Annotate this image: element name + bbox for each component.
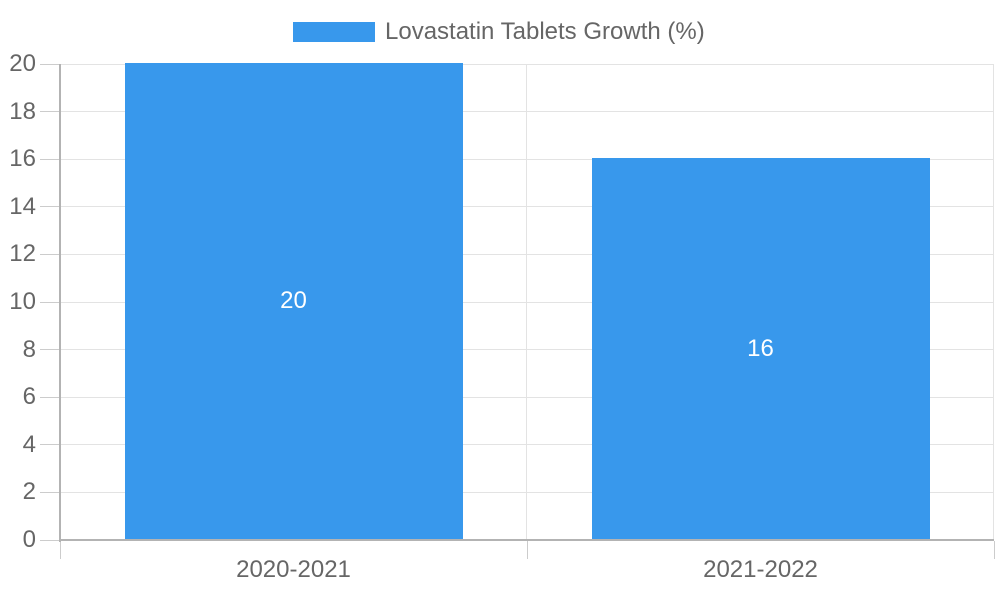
y-axis-label-2: 2 bbox=[22, 478, 36, 506]
x-tick-2 bbox=[993, 541, 995, 559]
y-axis-label-8: 8 bbox=[22, 335, 36, 363]
y-axis-label-18: 18 bbox=[9, 97, 36, 125]
x-axis-label-2021-2022: 2021-2022 bbox=[703, 556, 818, 583]
gridline-y-12 bbox=[60, 253, 994, 255]
y-tick-20 bbox=[40, 63, 60, 65]
gridline-x-1 bbox=[526, 64, 527, 540]
gridline-y-10 bbox=[60, 301, 994, 303]
y-axis-label-0: 0 bbox=[22, 526, 36, 553]
y-axis-label-20: 20 bbox=[9, 50, 36, 77]
gridline-y-20 bbox=[60, 63, 994, 65]
legend[interactable]: Lovastatin Tablets Growth (%) bbox=[293, 18, 705, 45]
y-axis-label-6: 6 bbox=[22, 383, 36, 411]
y-tick-12 bbox=[40, 253, 60, 255]
plot-area: 20 16 0 2 4 6 8 10 12 14 16 18 20 2020-2021 2021-2022 bbox=[9, 52, 995, 583]
bar-value-label: 16 bbox=[747, 334, 774, 362]
gridline-y-16 bbox=[60, 158, 994, 160]
y-tick-6 bbox=[40, 396, 60, 398]
x-tick-1 bbox=[526, 541, 528, 559]
x-axis-label-2020-2021: 2020-2021 bbox=[236, 556, 351, 583]
x-axis-line bbox=[60, 539, 994, 541]
y-axis-line bbox=[59, 64, 61, 542]
legend-swatch bbox=[293, 22, 375, 42]
y-tick-18 bbox=[40, 111, 60, 113]
x-tick-0 bbox=[59, 541, 61, 559]
y-axis-label-16: 16 bbox=[9, 145, 36, 173]
bar-2021-2022[interactable]: 16 bbox=[591, 158, 930, 539]
y-axis-label-4: 4 bbox=[22, 430, 36, 458]
gridline-y-14 bbox=[60, 206, 994, 208]
y-tick-4 bbox=[40, 444, 60, 446]
gridline-y-2 bbox=[60, 491, 994, 493]
y-axis-label-10: 10 bbox=[9, 288, 36, 315]
gridline-y-4 bbox=[60, 444, 994, 446]
y-axis-label-14: 14 bbox=[9, 192, 36, 220]
gridline-y-6 bbox=[60, 396, 994, 398]
y-tick-10 bbox=[40, 301, 60, 303]
y-tick-16 bbox=[40, 158, 60, 160]
gridline-y-18 bbox=[60, 111, 994, 113]
gridline-y-8 bbox=[60, 349, 994, 351]
y-tick-2 bbox=[40, 491, 60, 493]
y-tick-14 bbox=[40, 206, 60, 208]
bar-2020-2021[interactable]: 20 bbox=[124, 63, 463, 539]
legend-label: Lovastatin Tablets Growth (%) bbox=[385, 18, 705, 45]
y-tick-0 bbox=[40, 539, 60, 541]
y-axis-label-12: 12 bbox=[9, 240, 36, 268]
bar-value-label: 20 bbox=[280, 287, 307, 314]
y-tick-8 bbox=[40, 349, 60, 351]
gridline-x-2 bbox=[993, 64, 994, 540]
